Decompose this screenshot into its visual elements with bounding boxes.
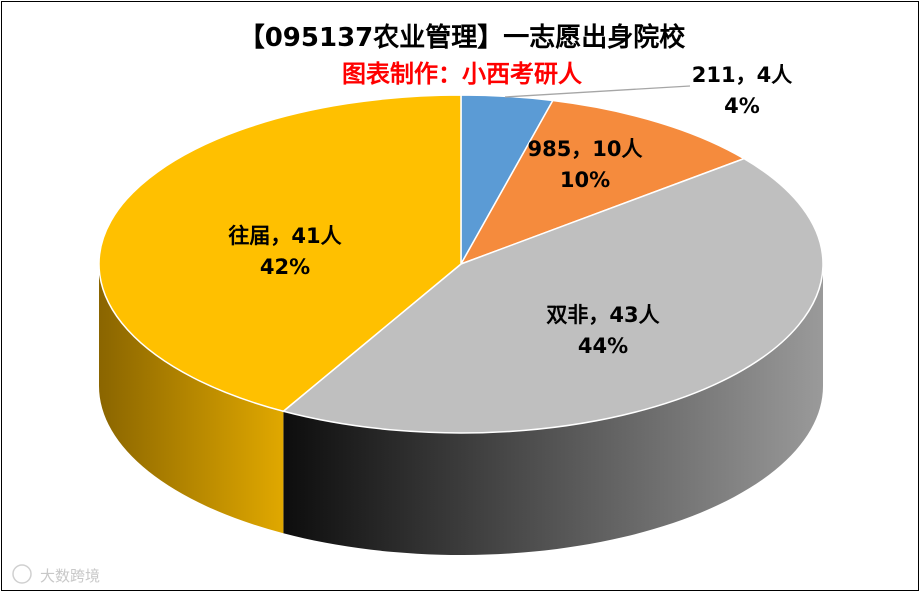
watermark-logo-icon: [12, 564, 32, 584]
chart-subtitle: 图表制作：小西考研人: [342, 60, 582, 88]
data-label-shuangfei-count: 双非，43人: [546, 303, 659, 327]
pie-sides: [99, 264, 824, 555]
pie-side-wangjie: [99, 264, 284, 534]
pie-slice-shuangfei: [281, 157, 824, 434]
pie-slices: [98, 94, 824, 434]
data-label-985-percent: 10%: [560, 168, 610, 192]
leader-line-211: [504, 85, 691, 98]
pie-slice-wangjie: [98, 94, 462, 413]
data-label-wangjie-percent: 42%: [260, 255, 310, 279]
data-label-shuangfei-percent: 44%: [578, 334, 628, 358]
data-label-211-percent: 4%: [724, 94, 760, 118]
watermark: 大数跨境: [12, 564, 100, 585]
data-label-985-count: 985，10人: [527, 137, 642, 161]
pie-slice-985: [459, 99, 746, 266]
chart-title: 【095137农业管理】一志愿出身院校: [239, 22, 687, 53]
data-label-wangjie-count: 往届，41人: [228, 224, 341, 248]
watermark-text: 大数跨境: [40, 567, 100, 585]
data-labels: 211，4人 4% 985，10人 10% 双非，43人 44% 往届，41人 42%: [228, 63, 792, 358]
pie-side-shuangfei: [283, 264, 824, 555]
data-label-211-count: 211，4人: [692, 63, 792, 87]
